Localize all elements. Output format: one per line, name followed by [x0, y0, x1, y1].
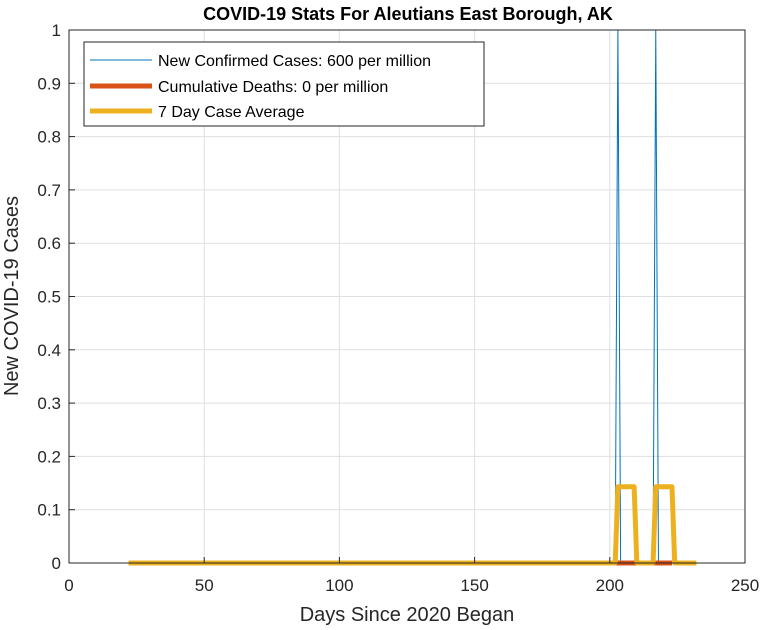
x-tick-label: 50: [195, 576, 214, 595]
y-tick-label: 0.8: [37, 128, 61, 147]
legend-label-7day-average: 7 Day Case Average: [158, 104, 305, 121]
y-tick-label: 0.5: [37, 288, 61, 307]
x-tick-label: 250: [731, 576, 759, 595]
y-tick-label: 0.6: [37, 234, 61, 253]
legend-label-new-cases: New Confirmed Cases: 600 per million: [158, 53, 431, 70]
y-tick-label: 0: [52, 554, 61, 573]
y-tick-label: 1: [52, 21, 61, 40]
legend: New Confirmed Cases: 600 per million Cum…: [83, 41, 485, 127]
y-tick-label: 0.7: [37, 181, 61, 200]
tick-labels: 0 50 100 150 200 250 0 0.1 0.2 0.3 0.4 0.5 0.6 0.7 0.8…: [37, 21, 759, 595]
y-tick-label: 0.1: [37, 501, 61, 520]
y-tick-label: 0.4: [37, 341, 61, 360]
y-tick-label: 0.2: [37, 447, 61, 466]
chart-title: COVID-19 Stats For Aleutians East Boroug…: [203, 4, 613, 24]
y-tick-label: 0.9: [37, 74, 61, 93]
x-axis-label: Days Since 2020 Began: [300, 604, 515, 626]
x-tick-label: 0: [64, 576, 73, 595]
y-axis-label: New COVID-19 Cases: [1, 196, 23, 396]
x-tick-label: 100: [325, 576, 353, 595]
x-tick-label: 150: [460, 576, 488, 595]
legend-label-deaths: Cumulative Deaths: 0 per million: [158, 79, 388, 96]
y-tick-label: 0.3: [37, 394, 61, 413]
x-tick-label: 200: [596, 576, 624, 595]
